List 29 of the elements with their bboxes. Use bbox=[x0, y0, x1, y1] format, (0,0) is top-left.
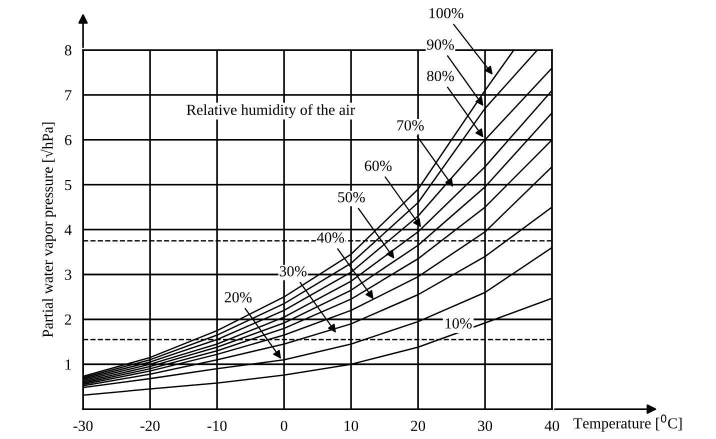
y-tick-label: 7 bbox=[65, 90, 72, 100]
x-tick-label: 0 bbox=[280, 420, 288, 432]
x-tick-label: 10 bbox=[344, 420, 358, 432]
annotation: 30% bbox=[280, 266, 307, 276]
y-tick-label: 6 bbox=[64, 135, 72, 146]
x-tick-label: 40 bbox=[544, 420, 560, 432]
y-tick-label: 3 bbox=[65, 270, 72, 280]
y-tick-label: 2 bbox=[64, 314, 72, 325]
x-tick-label: -30 bbox=[73, 420, 93, 432]
y-tick-label: 4 bbox=[64, 224, 72, 235]
annotation: 40% bbox=[316, 232, 344, 243]
annotation: 60% bbox=[364, 160, 392, 171]
annotation: 10% bbox=[446, 318, 472, 329]
annotation: 50% bbox=[338, 192, 365, 202]
y-axis-title: Partial water vapor pressure [√hPa] bbox=[40, 122, 56, 338]
x-tick-label: 20 bbox=[411, 420, 426, 432]
x-tick-label: -20 bbox=[140, 420, 160, 432]
annotation: 80% bbox=[427, 70, 454, 82]
y-tick-label: 8 bbox=[64, 45, 72, 56]
annotation: 90% bbox=[426, 39, 454, 50]
y-tick-label: 5 bbox=[65, 180, 72, 190]
annotation: 70% bbox=[397, 120, 424, 131]
annotation: 20% bbox=[224, 292, 252, 302]
x-tick-label: 30 bbox=[478, 420, 492, 432]
annotation: Relative humidity of the air bbox=[186, 104, 355, 118]
x-axis-title: Temperature [$^{0}$C] bbox=[573, 414, 682, 432]
annotation: 100% bbox=[430, 8, 464, 18]
x-tick-label: -10 bbox=[207, 420, 227, 432]
y-tick-label: 1 bbox=[66, 359, 72, 370]
